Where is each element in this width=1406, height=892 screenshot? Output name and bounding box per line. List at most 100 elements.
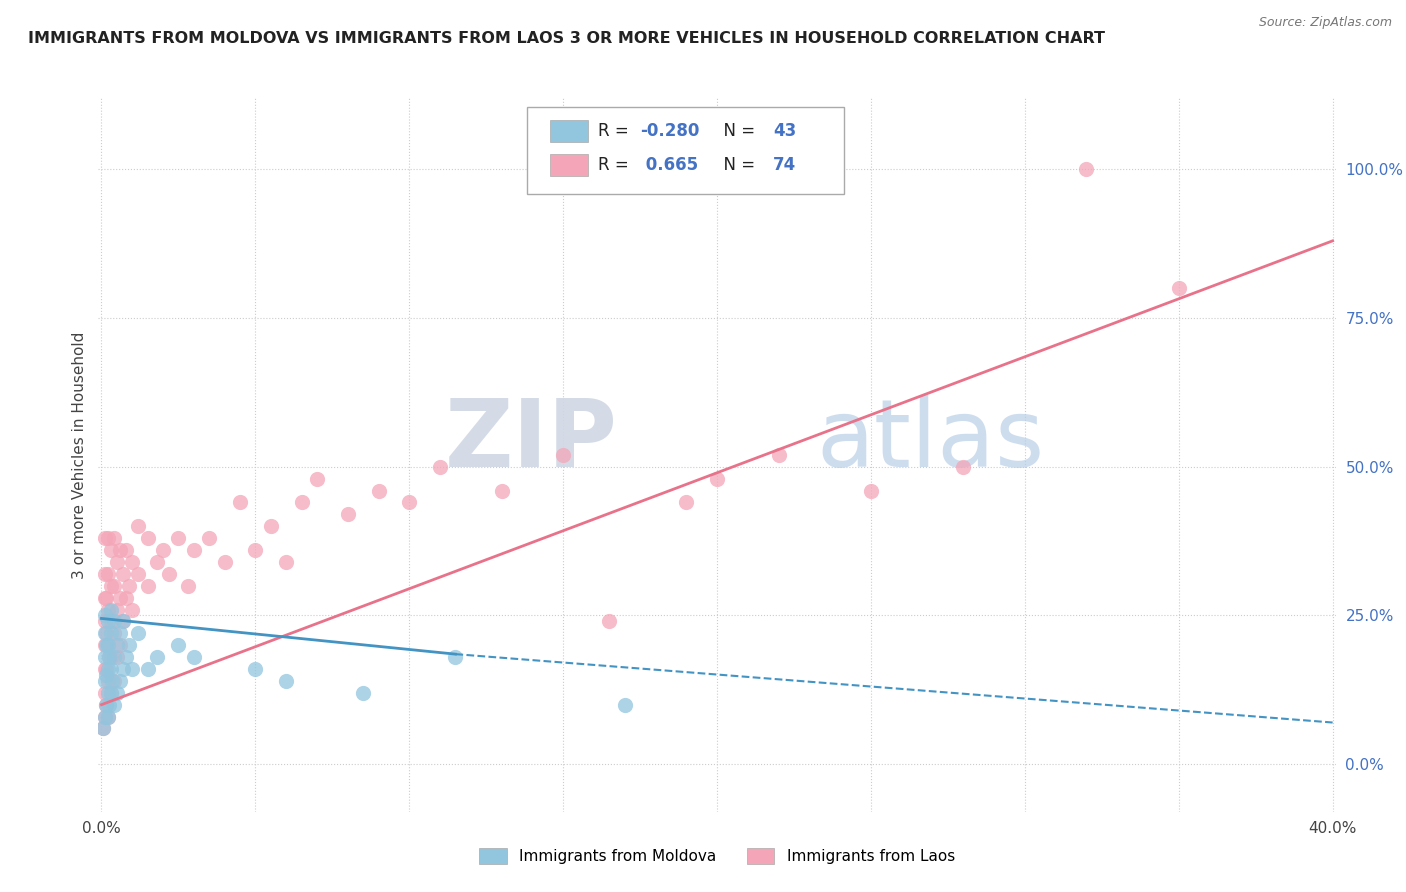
- Point: [93, 626, 115, 640]
- Point: [952, 459, 974, 474]
- Point: [105, 555, 128, 569]
- Point: [127, 626, 149, 640]
- Point: [93, 566, 115, 581]
- Point: [108, 626, 131, 640]
- Point: [94, 698, 117, 712]
- Point: [352, 686, 374, 700]
- Text: R =: R =: [598, 122, 634, 140]
- Point: [136, 531, 159, 545]
- Point: [112, 662, 135, 676]
- Point: [103, 698, 125, 712]
- Point: [94, 591, 117, 605]
- Text: Source: ZipAtlas.com: Source: ZipAtlas.com: [1258, 16, 1392, 29]
- Text: 74: 74: [773, 156, 797, 174]
- Point: [121, 662, 143, 676]
- Point: [598, 615, 620, 629]
- Point: [93, 638, 115, 652]
- Point: [100, 686, 122, 700]
- Point: [146, 555, 169, 569]
- Point: [100, 662, 122, 676]
- Point: [336, 508, 359, 522]
- Point: [214, 555, 236, 569]
- Point: [97, 709, 120, 723]
- Point: [98, 650, 121, 665]
- Text: -0.280: -0.280: [640, 122, 699, 140]
- Point: [97, 638, 120, 652]
- Point: [94, 668, 117, 682]
- Point: [93, 531, 115, 545]
- Point: [97, 709, 120, 723]
- Point: [183, 650, 205, 665]
- Point: [103, 626, 125, 640]
- Point: [97, 662, 120, 676]
- Point: [112, 566, 135, 581]
- Point: [108, 591, 131, 605]
- Point: [105, 650, 128, 665]
- Point: [444, 650, 467, 665]
- Point: [198, 531, 221, 545]
- Point: [100, 650, 122, 665]
- Point: [97, 638, 120, 652]
- Point: [103, 615, 125, 629]
- Point: [108, 638, 131, 652]
- Point: [146, 650, 169, 665]
- Point: [157, 566, 180, 581]
- Point: [97, 686, 120, 700]
- Point: [93, 709, 115, 723]
- Point: [100, 579, 122, 593]
- Point: [768, 448, 790, 462]
- Point: [97, 531, 120, 545]
- Text: atlas: atlas: [815, 394, 1045, 487]
- Point: [100, 626, 122, 640]
- Point: [118, 638, 141, 652]
- Point: [167, 638, 190, 652]
- Point: [93, 608, 115, 623]
- Point: [98, 698, 121, 712]
- Point: [1076, 162, 1098, 177]
- Point: [115, 650, 138, 665]
- Point: [93, 591, 115, 605]
- Point: [100, 686, 122, 700]
- Point: [93, 686, 115, 700]
- Point: [167, 531, 190, 545]
- Point: [105, 602, 128, 616]
- Point: [121, 602, 143, 616]
- Text: R =: R =: [598, 156, 634, 174]
- Point: [101, 673, 124, 688]
- Point: [127, 519, 149, 533]
- Point: [276, 555, 298, 569]
- Point: [367, 483, 389, 498]
- Point: [245, 662, 267, 676]
- Point: [93, 673, 115, 688]
- Point: [93, 615, 115, 629]
- Text: N =: N =: [713, 122, 761, 140]
- Text: N =: N =: [713, 156, 761, 174]
- Point: [1167, 281, 1189, 295]
- Legend: Immigrants from Moldova, Immigrants from Laos: Immigrants from Moldova, Immigrants from…: [471, 840, 963, 871]
- Point: [100, 615, 122, 629]
- Point: [112, 615, 135, 629]
- Point: [121, 555, 143, 569]
- Point: [183, 543, 205, 558]
- Point: [276, 673, 298, 688]
- Point: [105, 686, 128, 700]
- Point: [94, 662, 117, 676]
- Point: [103, 673, 125, 688]
- Point: [94, 626, 117, 640]
- Point: [127, 566, 149, 581]
- Point: [108, 673, 131, 688]
- Point: [108, 543, 131, 558]
- Point: [97, 566, 120, 581]
- Point: [97, 673, 120, 688]
- Point: [97, 615, 120, 629]
- Point: [305, 472, 328, 486]
- Point: [176, 579, 198, 593]
- Point: [97, 602, 120, 616]
- Point: [93, 709, 115, 723]
- Text: 43: 43: [773, 122, 797, 140]
- Point: [859, 483, 882, 498]
- Text: 0.665: 0.665: [640, 156, 697, 174]
- Point: [98, 650, 121, 665]
- Point: [136, 579, 159, 593]
- Point: [706, 472, 728, 486]
